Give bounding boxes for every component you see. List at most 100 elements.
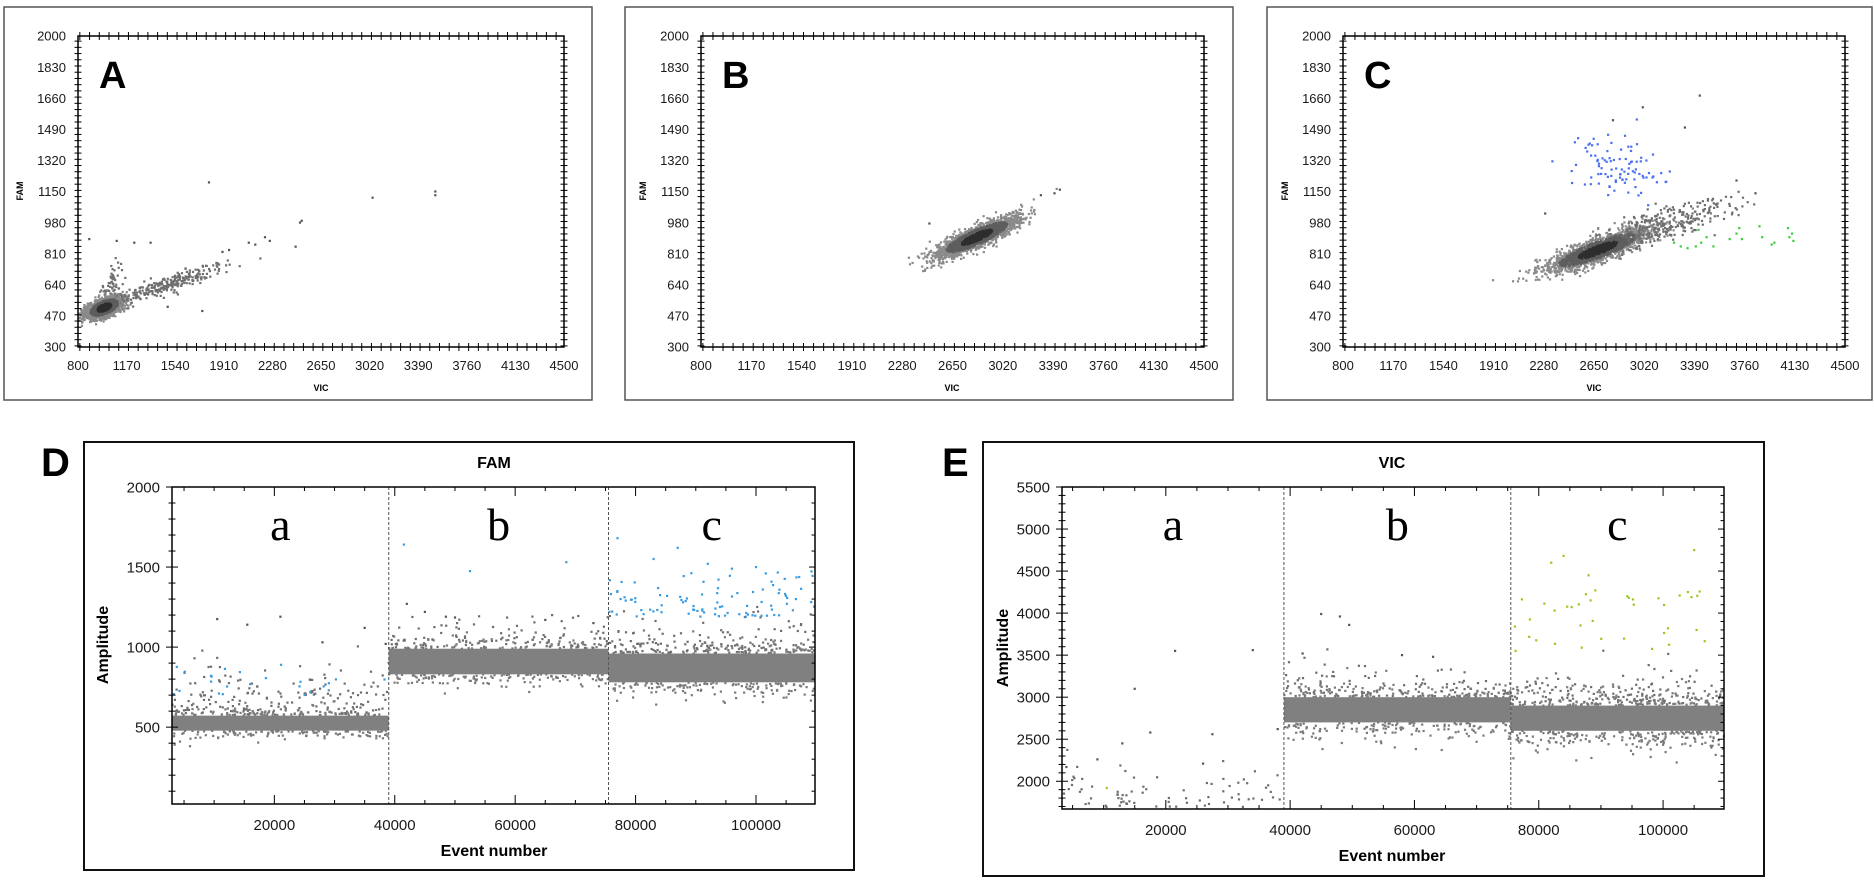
y-tick-label: 470	[44, 309, 66, 324]
droplet-point	[109, 292, 112, 295]
droplet-point	[83, 306, 87, 309]
droplet-point	[1551, 266, 1554, 269]
droplet-point	[931, 264, 934, 267]
droplet-point	[81, 320, 84, 323]
droplet-point	[188, 271, 191, 274]
droplet-point	[176, 275, 179, 278]
droplet-point	[941, 247, 944, 250]
droplet-point	[1578, 268, 1581, 272]
y-tick-label: 470	[667, 309, 689, 324]
droplet-point	[1641, 237, 1644, 240]
droplet-point	[1547, 263, 1550, 266]
droplet-point	[927, 253, 930, 256]
x-tick-label: 1910	[209, 358, 238, 373]
droplet-point	[1574, 268, 1577, 271]
droplet-point	[1595, 234, 1598, 237]
droplet-point	[1011, 227, 1014, 230]
droplet-point	[1533, 271, 1536, 274]
droplet-point	[129, 303, 132, 306]
droplet-point	[1673, 219, 1676, 222]
droplet-point	[109, 314, 112, 317]
droplet-point	[1627, 222, 1630, 225]
droplet-point	[113, 288, 116, 291]
droplet-point	[120, 307, 123, 311]
droplet-point	[963, 235, 966, 238]
droplet-point	[992, 217, 995, 220]
droplet-point	[939, 241, 943, 244]
droplet-point	[1569, 244, 1573, 247]
droplet-point	[1557, 256, 1560, 259]
droplet-point	[166, 283, 169, 286]
droplet-point	[1561, 273, 1564, 276]
droplet-point	[171, 283, 174, 286]
droplet-point	[175, 276, 178, 279]
droplet-point	[217, 269, 220, 272]
outlier-point	[247, 241, 250, 244]
droplet-point	[208, 270, 211, 273]
droplet-point	[1630, 245, 1633, 248]
droplet-point	[970, 250, 973, 253]
droplet-point	[923, 252, 926, 255]
droplet-point	[1581, 269, 1585, 272]
plot-area-frame	[700, 35, 1205, 348]
droplet-point	[200, 276, 203, 279]
droplet-point	[106, 289, 109, 292]
droplet-point	[1030, 206, 1033, 209]
panel-c-scatter: 3004706408109801150132014901660183020008…	[1266, 6, 1873, 401]
droplet-point	[120, 294, 123, 297]
droplet-point	[153, 282, 156, 285]
droplet-point	[83, 307, 86, 310]
droplet-point	[1622, 252, 1625, 255]
droplet-point	[990, 221, 993, 224]
droplet-point	[1538, 259, 1541, 262]
droplet-point	[149, 290, 152, 293]
droplet-point	[951, 251, 954, 254]
droplet-point	[982, 251, 985, 254]
droplet-point	[177, 273, 181, 277]
droplet-point	[1025, 216, 1028, 219]
droplet-point	[1010, 219, 1013, 222]
droplet-point	[120, 296, 124, 299]
droplet-point	[928, 251, 931, 254]
droplet-point	[202, 269, 205, 272]
droplet-point	[162, 296, 165, 299]
droplet-point	[937, 250, 940, 253]
droplet-point	[989, 221, 992, 224]
droplet-point	[942, 262, 945, 265]
droplet-point	[1021, 218, 1025, 221]
droplet-point	[160, 290, 163, 294]
droplet-point	[979, 244, 982, 247]
droplet-point	[1020, 203, 1023, 206]
droplet-point	[960, 257, 963, 260]
droplet-point	[1671, 206, 1674, 209]
droplet-point	[100, 289, 103, 292]
droplet-point	[1691, 230, 1694, 233]
droplet-point	[1618, 255, 1621, 258]
droplet-point	[956, 235, 959, 238]
x-tick-label: 2280	[888, 358, 917, 373]
droplet-point	[1663, 217, 1666, 220]
droplet-point	[1640, 215, 1643, 219]
droplet-point	[1592, 230, 1595, 233]
droplet-point	[1540, 266, 1543, 269]
droplet-point	[1556, 273, 1559, 276]
droplet-point	[1012, 214, 1015, 217]
droplet-point	[932, 251, 935, 254]
droplet-point	[1003, 215, 1006, 218]
droplet-point	[1692, 228, 1695, 232]
droplet-point	[80, 317, 83, 321]
droplet-point	[1687, 201, 1690, 204]
droplet-point	[1633, 244, 1636, 247]
x-tick-label: 1170	[737, 358, 765, 373]
droplet-point	[103, 289, 107, 292]
droplet-point	[130, 298, 133, 301]
droplet-point	[1587, 240, 1590, 243]
droplet-point	[1027, 212, 1030, 216]
droplet-point	[1555, 256, 1558, 259]
droplet-point	[1560, 248, 1563, 251]
droplet-point	[170, 288, 173, 291]
droplet-point	[178, 275, 181, 279]
droplet-point	[1634, 247, 1638, 250]
droplet-point	[225, 271, 228, 274]
droplet-point	[982, 215, 985, 218]
